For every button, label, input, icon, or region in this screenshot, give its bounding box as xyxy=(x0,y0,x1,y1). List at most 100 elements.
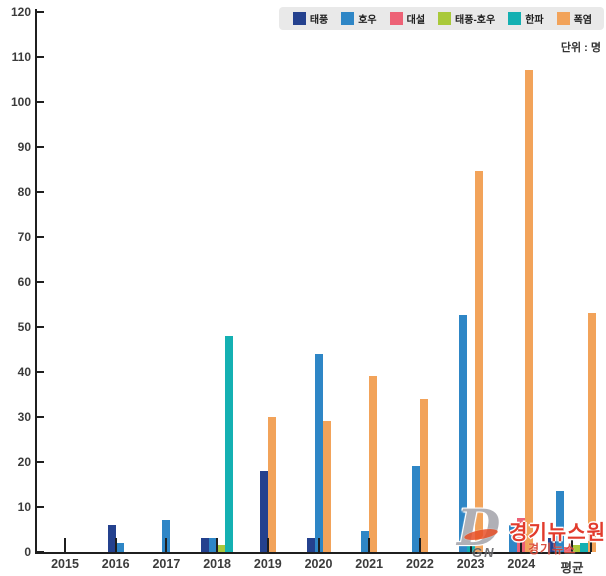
y-tick-mark xyxy=(37,55,44,58)
unit-label: 단위 : 명 xyxy=(560,42,601,54)
x-tick-mark xyxy=(418,538,421,552)
bar-대설-2024 xyxy=(517,517,526,552)
y-tick-label: 80 xyxy=(17,184,31,199)
y-tick-mark xyxy=(37,235,44,238)
x-tick-label-2024: 2024 xyxy=(507,556,536,571)
y-tick-mark xyxy=(37,460,44,463)
bar-호우-2016 xyxy=(115,542,124,552)
x-tick-mark xyxy=(114,538,117,552)
y-tick-mark xyxy=(37,145,44,148)
bar-폭염-2021 xyxy=(369,376,378,552)
x-tick-mark xyxy=(571,538,573,552)
bar-폭염-2023 xyxy=(474,171,483,552)
y-tick-label: 70 xyxy=(17,229,31,244)
legend-swatch-icon xyxy=(292,12,306,25)
x-tick-mark xyxy=(64,538,66,552)
x-tick-label-2017: 2017 xyxy=(152,556,181,571)
y-tick-mark xyxy=(37,325,44,328)
legend-label: 태풍-호우 xyxy=(455,15,496,26)
y-tick-label: 110 xyxy=(11,49,31,64)
bar-폭염-평균 xyxy=(588,313,596,552)
bar-호우-2022 xyxy=(411,466,420,552)
bar-호우-2024 xyxy=(509,524,518,552)
x-tick-mark xyxy=(520,538,523,552)
legend-swatch-icon xyxy=(341,12,355,25)
y-tick-mark xyxy=(37,370,44,373)
legend-item-한파: 한파 xyxy=(508,11,544,26)
legend-swatch-icon xyxy=(438,12,452,25)
x-tick-label-2021: 2021 xyxy=(355,556,384,571)
bar-한파-평균 xyxy=(580,542,588,552)
x-axis-end-tick xyxy=(590,538,592,552)
y-tick-mark xyxy=(37,190,44,193)
bar-태풍-호우-평균 xyxy=(572,544,580,552)
y-tick-mark xyxy=(37,505,44,508)
x-tick-mark xyxy=(216,538,219,552)
bar-호우-2023 xyxy=(458,315,467,552)
y-tick-label: 60 xyxy=(17,274,31,289)
x-tick-label-2016: 2016 xyxy=(101,556,130,571)
x-axis-line xyxy=(35,551,591,554)
y-tick-label: 40 xyxy=(17,364,31,379)
x-tick-label-평균: 평균 xyxy=(560,560,584,575)
y-tick-label: 10 xyxy=(17,499,31,514)
y-tick-mark xyxy=(37,550,44,553)
x-tick-mark xyxy=(266,538,269,552)
bar-태풍-평균 xyxy=(548,538,556,552)
legend-swatch-icon xyxy=(508,12,522,25)
bar-태풍-2016 xyxy=(107,524,116,552)
legend-label: 태풍 xyxy=(309,15,329,26)
y-tick-label: 20 xyxy=(17,454,31,469)
y-tick-mark xyxy=(37,100,44,103)
x-tick-label-2023: 2023 xyxy=(456,556,485,571)
x-tick-label-2020: 2020 xyxy=(304,556,333,571)
bar-태풍-2020 xyxy=(306,538,315,552)
bar-호우-2020 xyxy=(314,353,323,552)
y-tick-label: 90 xyxy=(17,139,31,154)
legend-label: 한파 xyxy=(525,15,544,26)
bar-태풍-호우-2018 xyxy=(217,544,226,552)
legend-label: 폭염 xyxy=(573,15,592,26)
y-axis-line xyxy=(35,9,37,553)
legend-item-호우: 호우 xyxy=(341,11,377,26)
bar-폭염-2024 xyxy=(525,70,534,552)
x-tick-mark xyxy=(317,538,320,552)
legend-item-대설: 대설 xyxy=(389,11,426,26)
y-tick-label: 0 xyxy=(24,544,31,559)
bar-폭염-2022 xyxy=(419,398,428,552)
y-tick-mark xyxy=(37,280,44,283)
y-tick-mark xyxy=(37,10,44,13)
y-tick-label: 120 xyxy=(10,4,31,19)
bar-호우-2021 xyxy=(361,531,370,552)
y-tick-label: 100 xyxy=(10,94,31,109)
chart-legend: 태풍 호우 대설 태풍-호우 한파 폭염 xyxy=(278,7,604,30)
bar-대설-평균 xyxy=(564,547,572,552)
legend-label: 대설 xyxy=(406,15,426,26)
bar-한파-2018 xyxy=(225,335,234,552)
legend-item-폭염: 폭염 xyxy=(556,11,592,26)
x-tick-label-2018: 2018 xyxy=(203,556,231,571)
x-tick-mark xyxy=(165,538,168,552)
y-tick-label: 30 xyxy=(17,409,31,424)
x-tick-label-2015: 2015 xyxy=(51,556,79,571)
legend-item-태풍-호우: 태풍-호우 xyxy=(438,11,495,26)
bar-폭염-2019 xyxy=(267,416,276,552)
x-tick-label-2019: 2019 xyxy=(253,556,282,571)
y-tick-label: 50 xyxy=(17,319,31,334)
x-tick-label-2022: 2022 xyxy=(405,556,434,571)
bar-호우-평균 xyxy=(556,490,564,552)
x-tick-mark xyxy=(469,538,472,552)
x-tick-mark xyxy=(368,538,371,552)
bar-태풍-2018 xyxy=(201,538,210,552)
y-tick-mark xyxy=(37,415,44,418)
legend-label: 호우 xyxy=(358,15,377,26)
legend-swatch-icon xyxy=(556,12,570,25)
legend-swatch-icon xyxy=(389,12,403,25)
bar-호우-2018 xyxy=(209,538,218,552)
legend-item-태풍: 태풍 xyxy=(292,11,329,26)
bar-호우-2017 xyxy=(162,520,171,552)
bar-폭염-2020 xyxy=(322,421,331,552)
bar-태풍-2019 xyxy=(259,470,268,552)
